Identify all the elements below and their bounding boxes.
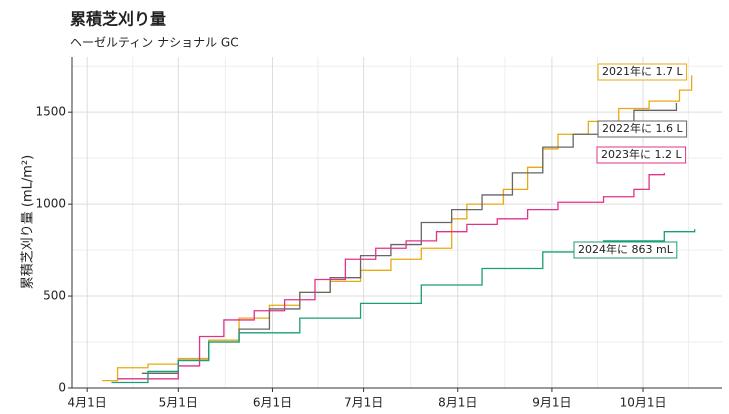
label-box [597,63,688,81]
x-tick-label: 9月1日 [532,396,571,410]
y-tick-label: 1000 [35,197,66,211]
y-tick-label: 0 [58,381,66,395]
x-tick-label: 6月1日 [253,396,292,410]
x-tick-label: 8月1日 [438,396,477,410]
y-tick-label: 1500 [35,105,66,119]
legend-label: 2024年に 863 mL [578,242,674,256]
x-tick-label: 4月1日 [68,396,107,410]
x-tick-label: 7月1日 [344,396,383,410]
label-box [596,146,687,164]
y-axis-label: 累積芝刈り量 (mL/m²) [20,155,36,289]
y-tick-label: 500 [43,289,66,303]
series-label: 2024年に 863 mL [573,241,678,259]
chart-subtitle: ヘーゼルティン ナショナル GC [70,36,239,50]
label-box [597,120,688,138]
series-label: 2023年に 1.2 L [596,146,687,164]
label-box [573,241,678,259]
legend-label: 2023年に 1.2 L [601,147,682,161]
series-label: 2021年に 1.7 L [597,63,688,81]
legend-label: 2021年に 1.7 L [602,64,683,78]
series-label: 2022年に 1.6 L [597,120,688,138]
legend-label: 2022年に 1.6 L [602,121,683,135]
x-tick-label: 10月1日 [620,396,667,410]
series-line [111,229,696,384]
series-line [117,172,665,380]
x-tick-label: 5月1日 [159,396,198,410]
chart-title: 累積芝刈り量 [70,10,166,29]
